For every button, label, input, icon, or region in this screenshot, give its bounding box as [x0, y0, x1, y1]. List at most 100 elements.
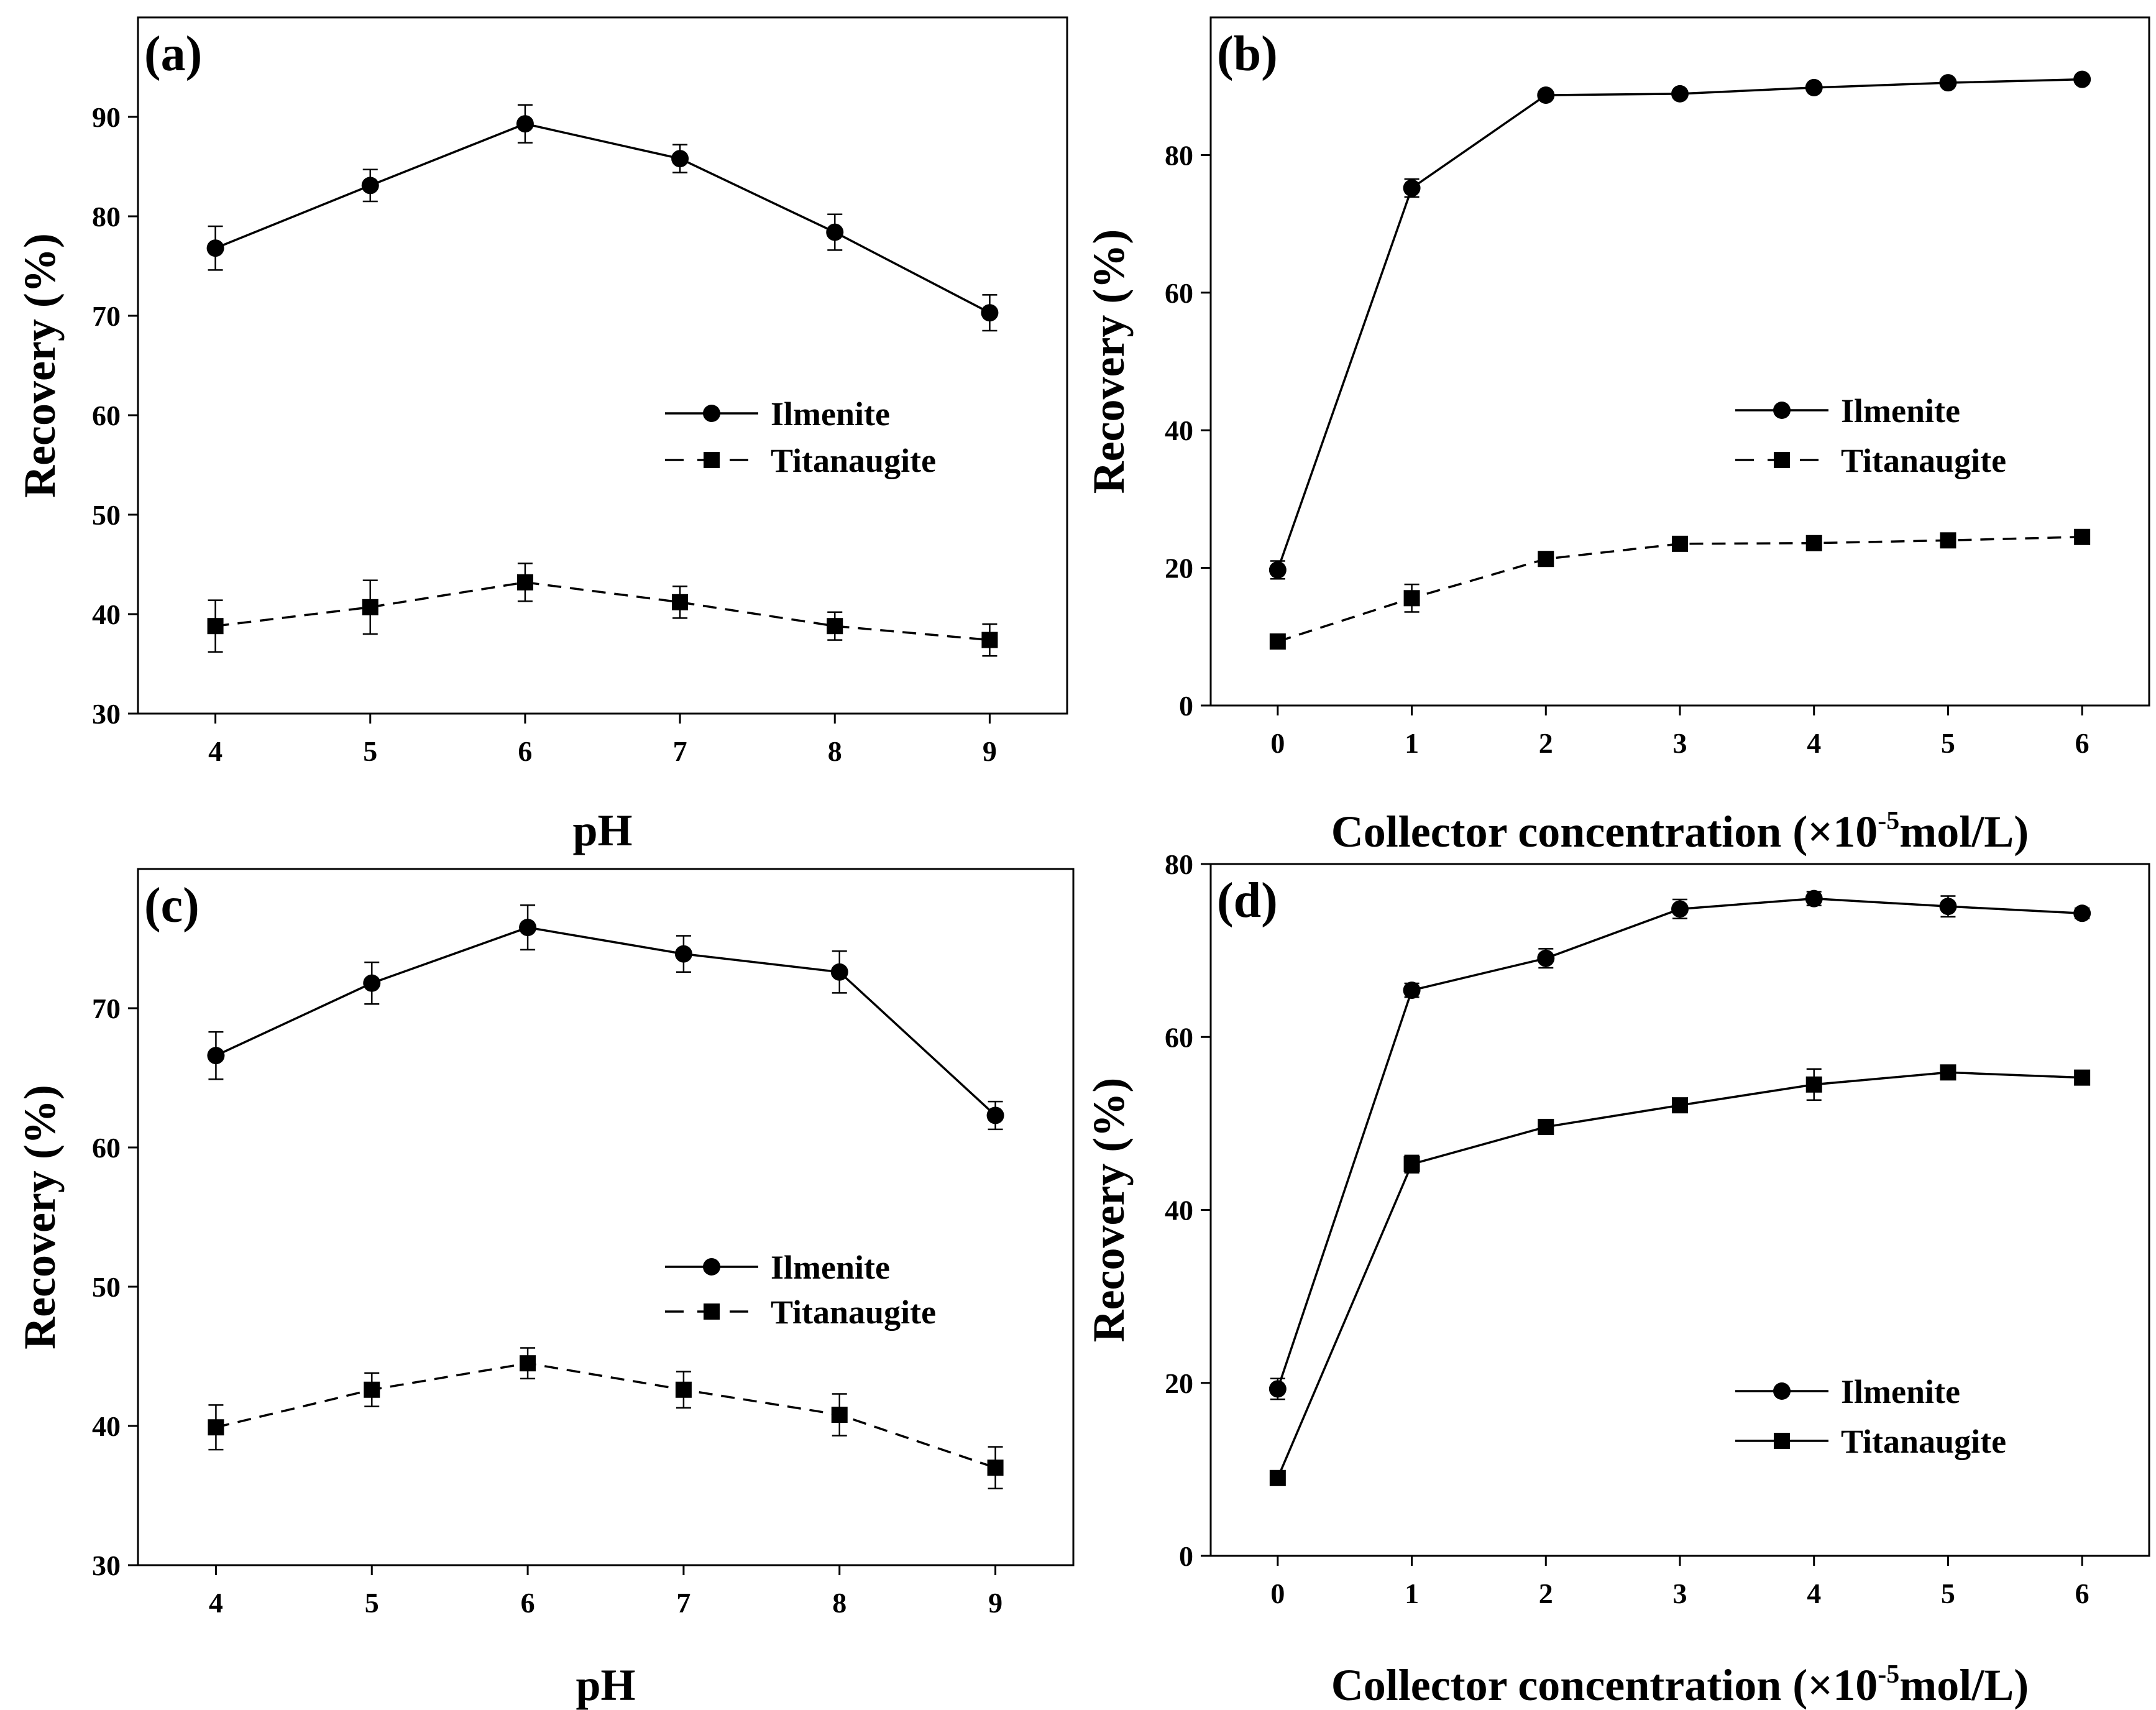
y-tick-label: 0: [1179, 690, 1193, 722]
y-tick-label: 0: [1179, 1540, 1193, 1572]
data-point-circle: [1671, 85, 1689, 103]
legend-label: Titanaugite: [1841, 442, 2006, 479]
data-point-circle: [207, 1047, 225, 1065]
x-axis-title-main: Collector concentration (×10: [1331, 1660, 1878, 1710]
x-axis-title: pH: [576, 1660, 635, 1710]
series-ilmenite: [1268, 889, 2091, 1400]
x-tick-label: 7: [676, 1587, 690, 1619]
series-line: [1277, 536, 2083, 643]
x-tick-label: 5: [363, 735, 377, 767]
x-tick-label: 5: [1941, 1578, 1955, 1609]
y-tick-label: 20: [1165, 1368, 1193, 1399]
x-axis-title-suffix: mol/L): [1899, 1660, 2029, 1710]
series-ilmenite: [207, 904, 1004, 1131]
data-point-circle: [981, 304, 999, 322]
x-tick-label: 6: [2075, 1578, 2089, 1609]
chart-panel-a: 4 5 6 7 8 9 30 40 50 60 70 80 90 (a) pH Recovery (%) Ilm…: [15, 16, 1068, 855]
data-point-square: [1940, 1064, 1956, 1081]
chart-panel-c: 4 5 6 7 8 9 30 40 50 60 70 (c) pH Recovery (%) Ilmenit…: [15, 868, 1075, 1710]
data-point-circle: [671, 150, 689, 168]
x-tick-label: 9: [983, 735, 997, 767]
data-point-square: [1269, 633, 1286, 650]
data-point-square: [1269, 1469, 1286, 1486]
data-point-square: [1672, 535, 1688, 552]
legend-marker-square: [704, 1303, 720, 1320]
data-point-square: [1403, 590, 1420, 607]
y-axis-title: Recovery (%): [1084, 229, 1134, 494]
data-point-circle: [2073, 904, 2091, 922]
series-titanaugite: [208, 1347, 1004, 1490]
x-tick-label: 7: [673, 735, 687, 767]
x-tick-label: 2: [1539, 727, 1553, 759]
data-point-circle: [2073, 70, 2091, 88]
legend-marker-circle: [1773, 402, 1791, 419]
data-point-circle: [363, 974, 381, 992]
y-axis-title: Recovery (%): [1084, 1078, 1134, 1343]
data-point-square: [987, 1459, 1004, 1476]
legend-label: Titanaugite: [1841, 1423, 2006, 1460]
x-axis-title: Collector concentration (×10-5mol/L): [1331, 1660, 2029, 1710]
data-point-square: [1403, 1156, 1420, 1172]
series-line: [216, 1362, 996, 1469]
series-line: [1277, 897, 2083, 1390]
x-tick-label: 5: [365, 1587, 379, 1619]
data-point-circle: [1537, 949, 1555, 967]
data-point-circle: [986, 1106, 1004, 1124]
data-point-square: [208, 1419, 224, 1436]
data-point-circle: [1403, 179, 1421, 197]
x-axis-title-main: Collector concentration (×10: [1331, 807, 1878, 857]
legend-marker-square: [1774, 1433, 1790, 1449]
legend-label: Ilmenite: [771, 395, 890, 433]
y-tick-label: 30: [92, 1550, 121, 1581]
x-tick-label: 8: [832, 1587, 846, 1619]
legend-entry-titanaugite: Titanaugite: [1735, 442, 2006, 479]
series-line: [1277, 78, 2083, 571]
data-point-square: [2074, 1069, 2091, 1086]
y-tick-label: 80: [92, 201, 121, 232]
data-point-circle: [519, 919, 537, 937]
y-tick-label: 50: [92, 1271, 121, 1303]
x-axis-title-sup: -5: [1878, 807, 1899, 835]
panel-label: (a): [144, 27, 202, 81]
panel-label: (d): [1217, 873, 1278, 928]
data-point-circle: [1939, 898, 1957, 916]
data-point-square: [675, 1381, 692, 1398]
data-point-circle: [826, 223, 844, 241]
data-point-circle: [1268, 1380, 1287, 1398]
x-tick-label: 1: [1405, 1578, 1419, 1609]
data-point-square: [981, 632, 998, 648]
data-point-square: [520, 1355, 536, 1372]
y-tick-label: 30: [92, 698, 121, 730]
series-titanaugite: [1269, 528, 2091, 650]
data-point-circle: [1268, 561, 1287, 579]
y-tick-label: 40: [1165, 1195, 1193, 1226]
data-point-square: [1805, 535, 1822, 551]
legend-label: Ilmenite: [1841, 1373, 1960, 1410]
x-tick-label: 4: [1807, 727, 1821, 759]
x-tick-label: 8: [828, 735, 842, 767]
x-tick-label: 0: [1270, 727, 1285, 759]
data-point-square: [362, 599, 378, 615]
y-tick-label: 20: [1165, 553, 1193, 584]
legend-marker-square: [704, 452, 720, 468]
x-axis-title: Collector concentration (×10-5mol/L): [1331, 807, 2029, 857]
x-tick-label: 3: [1673, 1578, 1687, 1609]
y-axis-title: Recovery (%): [15, 233, 65, 498]
series-line: [215, 926, 996, 1116]
series-ilmenite: [1268, 70, 2091, 580]
data-point-circle: [1671, 900, 1689, 918]
series-ilmenite: [206, 104, 999, 332]
legend-entry-ilmenite: Ilmenite: [1735, 1373, 1960, 1410]
x-tick-label: 4: [208, 735, 222, 767]
y-tick-label: 80: [1165, 139, 1193, 171]
series-line: [1277, 1071, 2083, 1479]
data-point-circle: [1939, 74, 1957, 92]
data-point-square: [364, 1381, 380, 1398]
data-point-circle: [830, 963, 848, 981]
y-tick-label: 70: [92, 993, 121, 1024]
data-point-square: [516, 574, 533, 591]
legend-entry-ilmenite: Ilmenite: [1735, 392, 1960, 430]
